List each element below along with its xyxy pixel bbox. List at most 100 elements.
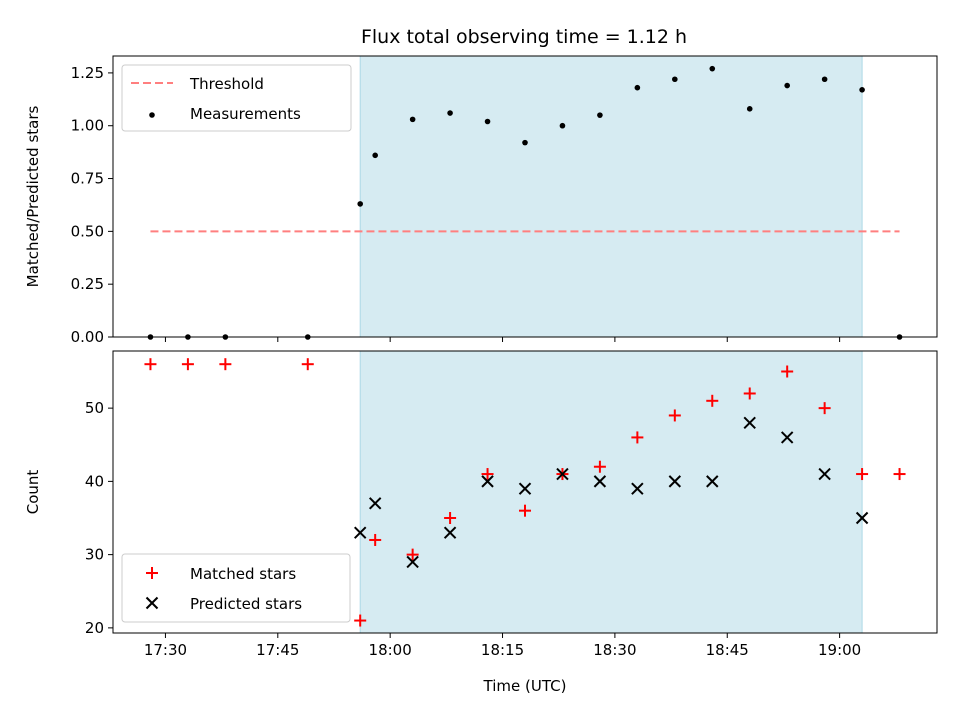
measurement-point: [709, 65, 716, 72]
legend-matched-swatch: [146, 567, 158, 579]
y-tick-label: 0.75: [71, 170, 104, 188]
matched-star-point: [781, 365, 794, 378]
x-tick-label: 18:15: [481, 641, 524, 659]
measurement-point: [672, 76, 678, 83]
chart-title: Flux total observing time = 1.12 h: [361, 26, 687, 48]
predicted-star-point: [780, 431, 794, 444]
legend-threshold-label: Threshold: [189, 75, 264, 93]
matched-star-point: [893, 468, 906, 481]
predicted-star-point: [668, 475, 682, 488]
predicted-star-point: [353, 526, 367, 539]
matched-star-point: [181, 358, 194, 371]
predicted-star-point: [593, 475, 607, 488]
matched-star-point: [369, 533, 382, 546]
cross-b: [780, 431, 794, 444]
y-tick-label: 0.00: [71, 328, 104, 346]
predicted-star-point: [743, 416, 756, 429]
cross-b: [481, 475, 494, 488]
y-axis-label: Matched/Predicted stars: [24, 106, 42, 288]
y-tick-label: 50: [85, 399, 104, 417]
bottom-legend-box: [121, 553, 351, 623]
measurement-point: [357, 201, 364, 207]
matched-star-point: [631, 431, 644, 444]
x-axis-label: Time (UTC): [483, 677, 567, 695]
cross-b: [556, 467, 569, 481]
measurement-point: [484, 118, 491, 125]
measurement-point: [559, 122, 566, 129]
matched-star-point: [144, 358, 157, 371]
predicted-star-point: [481, 475, 494, 488]
legend-measurement-swatch: [149, 112, 155, 118]
measurement-point: [447, 110, 453, 116]
y-tick-label: 0.50: [71, 222, 104, 240]
cross-b: [706, 475, 719, 488]
bottom-legend: Matched stars Predicted stars: [121, 553, 351, 623]
cross-b: [593, 475, 607, 488]
matched-star-point: [519, 504, 531, 517]
y-tick-label: 30: [85, 546, 104, 564]
measurement-point: [746, 106, 753, 112]
x-tick-label: 18:30: [593, 641, 636, 659]
x-tick-label: 18:45: [706, 641, 749, 659]
cross-b: [818, 467, 831, 481]
predicted-star-point: [706, 475, 719, 488]
predicted-star-point: [855, 511, 869, 525]
cross-b: [668, 475, 682, 488]
y-tick-label: 1.25: [71, 64, 104, 82]
matched-star-point: [481, 468, 494, 481]
predicted-star-point: [518, 482, 532, 495]
cross-b: [406, 555, 419, 569]
measurement-point: [821, 76, 828, 83]
shaded-interval: [359, 350, 863, 634]
cross-b: [145, 596, 159, 610]
measurement-point: [597, 112, 603, 118]
matched-star-point: [444, 512, 457, 525]
matched-star-point: [856, 468, 869, 481]
matched-star-point: [354, 614, 367, 627]
top-legend: Threshold Measurements: [121, 64, 352, 132]
matched-star-point: [743, 387, 756, 400]
legend-matched-label: Matched stars: [190, 565, 296, 583]
y-tick-label: 0.25: [71, 275, 104, 293]
measurement-point: [372, 152, 378, 159]
predicted-star-point: [631, 482, 644, 495]
x-tick-label: 17:45: [256, 641, 299, 659]
cross-b: [353, 526, 367, 539]
measurement-point: [859, 87, 865, 93]
predicted-star-point: [556, 467, 569, 481]
cross-b: [443, 526, 457, 539]
measurement-point: [784, 82, 790, 89]
legend-measurement-label: Measurements: [190, 105, 301, 123]
matched-star-point: [219, 358, 232, 371]
top-panel: 0.00 0.25 0.50 0.75 1.00 1.25 Matched/Predicte…: [24, 55, 938, 346]
y-tick-label: 40: [85, 472, 104, 490]
cross-b: [855, 511, 869, 525]
matched-star-point: [668, 409, 681, 422]
legend-predicted-swatch: [145, 596, 159, 610]
bottom-panel: 20 30 40 50 17:30 17:45 18:00 18:15 18:30 18:45 19…: [24, 350, 938, 695]
measurement-point: [409, 116, 416, 123]
x-tick-label: 18:00: [369, 641, 412, 659]
cross-b: [518, 482, 532, 495]
y-tick-label: 1.00: [71, 117, 104, 135]
y-tick-label: 20: [85, 619, 104, 637]
matched-star-point: [406, 548, 419, 561]
top-plot-frame: [112, 55, 938, 338]
cross-b: [631, 482, 644, 495]
matched-star-point: [818, 402, 831, 415]
predicted-star-point: [443, 526, 457, 539]
legend-predicted-label: Predicted stars: [190, 595, 302, 613]
matched-star-point: [706, 394, 719, 407]
matched-star-point: [593, 460, 606, 473]
predicted-star-point: [818, 467, 831, 481]
cross-b: [743, 416, 756, 429]
shaded-interval: [359, 55, 863, 338]
cross-b: [368, 497, 382, 510]
x-tick-label: 19:00: [818, 641, 861, 659]
predicted-star-point: [368, 497, 382, 510]
matched-star-point: [301, 358, 314, 371]
measurement-point: [522, 139, 528, 146]
bottom-plot-frame: [112, 350, 938, 634]
top-legend-box: [121, 64, 352, 132]
